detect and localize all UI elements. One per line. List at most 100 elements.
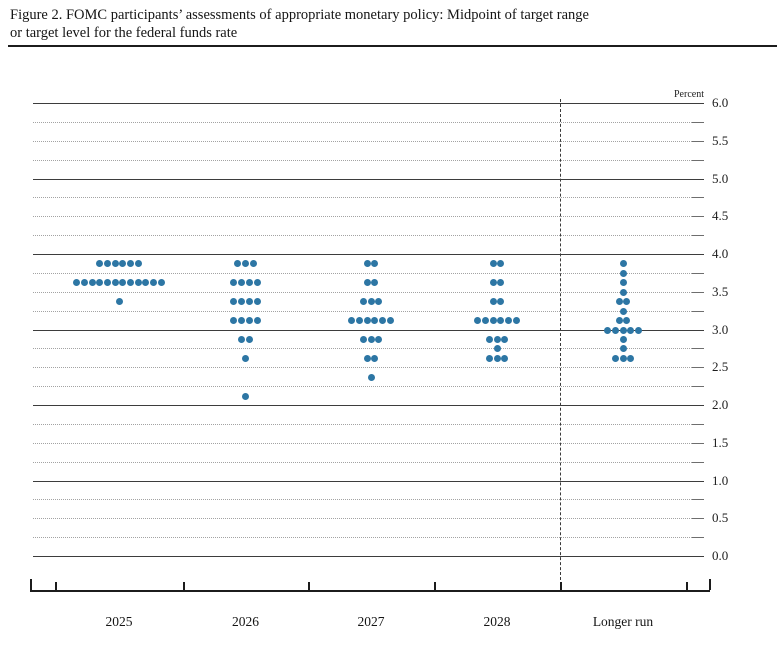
participant-dot (96, 260, 104, 268)
participant-dot (253, 298, 261, 306)
participant-dot (245, 335, 253, 343)
participant-dot (604, 326, 612, 334)
y-axis-tick (692, 499, 704, 501)
participant-dot (234, 260, 242, 268)
figure-title-line-1: Figure 2. FOMC participants’ assessments… (10, 7, 589, 23)
participant-dot (127, 260, 135, 268)
participant-dot (493, 335, 501, 343)
gridline-dotted (33, 121, 692, 123)
participant-dot (363, 279, 371, 287)
x-axis-category-label: 2026 (232, 614, 259, 629)
y-axis-tick (692, 461, 704, 463)
x-axis-tick (560, 582, 562, 590)
participant-dot (489, 279, 497, 287)
participant-dot (474, 317, 482, 325)
participant-dot (96, 279, 104, 287)
y-axis-label: 2.5 (712, 359, 729, 375)
y-axis-label: 4.5 (712, 208, 729, 224)
y-axis-label: 5.0 (712, 170, 729, 186)
y-axis-tick (692, 140, 704, 142)
participant-dot (371, 260, 379, 268)
participant-dot (619, 288, 627, 296)
participant-dot (157, 279, 165, 287)
participant-dot (619, 307, 627, 315)
participant-dot (489, 298, 497, 306)
gridline-dotted (33, 367, 692, 369)
participant-dot (245, 317, 253, 325)
participant-dot (485, 335, 493, 343)
participant-dot (505, 317, 513, 325)
participant-dot (245, 279, 253, 287)
y-axis-tick (692, 121, 704, 123)
participant-dot (634, 326, 642, 334)
participant-dot (619, 335, 627, 343)
gridline-dotted (33, 272, 692, 274)
participant-dot (230, 317, 238, 325)
participant-dot (371, 317, 379, 325)
participant-dot (497, 279, 505, 287)
gridline-dotted (33, 348, 692, 350)
gridline-dotted (33, 499, 692, 501)
participant-dot (615, 317, 623, 325)
gridline-solid (33, 480, 704, 482)
participant-dot (119, 279, 127, 287)
participant-dot (363, 354, 371, 362)
gridline-dotted (33, 291, 692, 293)
y-axis-tick (692, 159, 704, 161)
participant-dot (80, 279, 88, 287)
participant-dot (230, 279, 238, 287)
gridline-dotted (33, 159, 692, 161)
participant-dot (127, 279, 135, 287)
y-axis-label: 3.5 (712, 283, 729, 299)
y-axis-tick (692, 442, 704, 444)
gridline-solid (33, 556, 704, 557)
gridline-dotted (33, 423, 692, 425)
x-axis-tick (308, 582, 310, 590)
x-axis-tick (434, 582, 436, 590)
participant-dot (348, 317, 356, 325)
y-axis-tick (692, 272, 704, 274)
participant-dot (501, 354, 509, 362)
participant-dot (615, 298, 623, 306)
gridline-dotted (33, 310, 692, 312)
y-axis-tick (692, 386, 704, 388)
participant-dot (627, 326, 635, 334)
participant-dot (489, 260, 497, 268)
x-axis-category-label: 2025 (105, 614, 133, 629)
y-axis-tick (692, 310, 704, 312)
y-axis-label: 1.5 (712, 434, 729, 450)
participant-dot (481, 317, 489, 325)
longer-run-separator-line (560, 99, 561, 590)
participant-dot (245, 298, 253, 306)
participant-dot (619, 354, 627, 362)
y-axis-tick (692, 367, 704, 369)
participant-dot (375, 298, 383, 306)
participant-dot (359, 298, 367, 306)
participant-dot (619, 260, 627, 268)
participant-dot (367, 335, 375, 343)
participant-dot (493, 354, 501, 362)
y-axis-label: 4.0 (712, 246, 729, 261)
participant-dot (371, 279, 379, 287)
gridline-dotted (33, 461, 692, 463)
participant-dot (623, 317, 631, 325)
participant-dot (497, 260, 505, 268)
figure-title-line-2: or target level for the federal funds ra… (10, 25, 238, 41)
participant-dot (134, 279, 142, 287)
participant-dot (371, 354, 379, 362)
participant-dot (253, 279, 261, 287)
participant-dot (619, 269, 627, 277)
gridline-solid (33, 178, 704, 180)
participant-dot (115, 298, 123, 306)
y-axis-unit-label: Percent (674, 89, 704, 100)
gridline-dotted (33, 537, 692, 539)
x-axis-category-label: 2028 (483, 614, 511, 629)
participant-dot (134, 260, 142, 268)
participant-dot (238, 279, 246, 287)
x-axis-category-label: Longer run (592, 614, 654, 629)
participant-dot (88, 279, 96, 287)
gridline-solid (33, 103, 704, 104)
participant-dot (238, 317, 246, 325)
gridline-dotted (33, 386, 692, 388)
y-axis-label: 3.0 (712, 321, 729, 337)
